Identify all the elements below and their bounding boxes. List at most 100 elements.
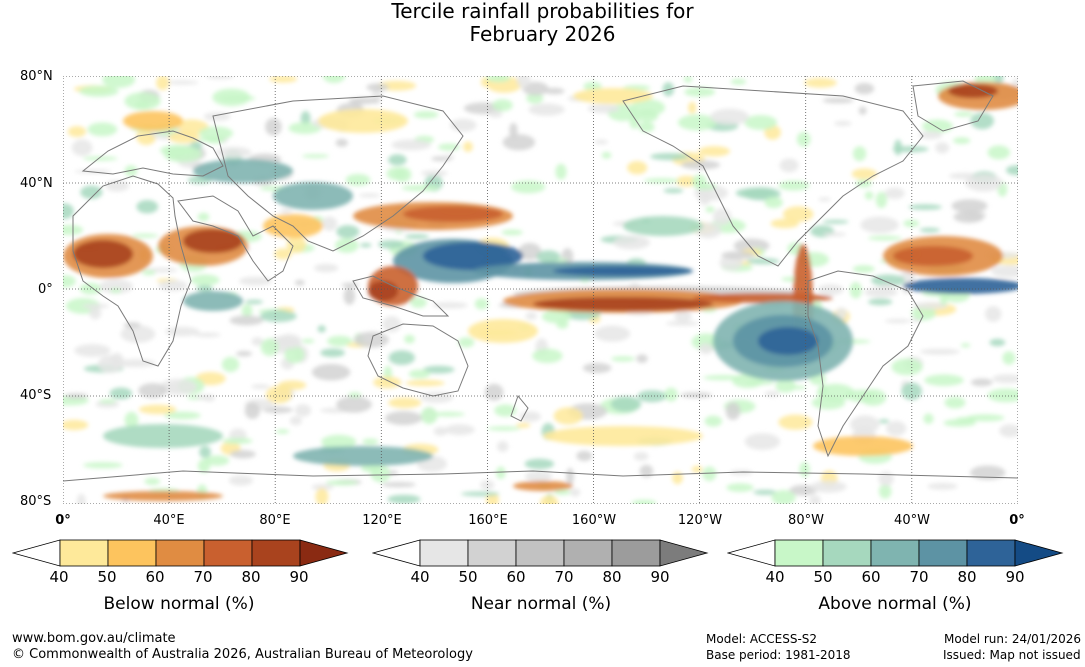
shading-patch — [335, 238, 359, 253]
lon-label-0-right: 0° — [1009, 513, 1025, 528]
map-canvas — [50, 68, 1030, 511]
shading-patch — [892, 146, 929, 153]
shading-patch — [796, 131, 811, 147]
shading-patch — [680, 392, 713, 398]
shading-patch — [99, 279, 133, 294]
shading-patch — [858, 106, 867, 115]
shading-patch — [677, 114, 717, 131]
shading-patch — [294, 404, 312, 417]
shading-patch — [260, 338, 279, 357]
shading-patch — [627, 161, 648, 175]
shading-patch — [913, 301, 949, 310]
shading-patch — [494, 404, 517, 417]
shading-patch — [854, 82, 875, 95]
probability-map — [50, 68, 1030, 511]
shading-patch — [433, 426, 448, 436]
colorbar-swatch — [774, 539, 824, 567]
shading-patch — [725, 402, 741, 420]
lon-label-0-left: 0° — [55, 513, 71, 528]
shading-patch — [441, 154, 455, 159]
shading-patch — [300, 111, 311, 126]
shading-patch — [83, 156, 118, 161]
shading-patch — [702, 466, 717, 482]
shading-patch — [401, 185, 440, 192]
shading-patch — [970, 112, 994, 130]
shading-patch — [878, 471, 894, 487]
colorbar-swatch — [918, 539, 968, 567]
shading-patch — [684, 87, 716, 97]
shading-patch — [460, 491, 500, 497]
shading-patch — [1002, 351, 1016, 365]
shading-patch — [744, 433, 781, 450]
footer-model-run: Model run: 24/01/2026 — [944, 632, 1082, 646]
shading-patch — [868, 298, 893, 306]
shading-patch — [221, 356, 240, 373]
shading-patch — [911, 305, 936, 321]
shading-patch — [970, 378, 993, 387]
shading-patch — [710, 108, 749, 125]
shading-feature — [123, 111, 183, 131]
lat-label-40n: 40°N — [20, 176, 53, 191]
shading-feature — [103, 491, 223, 501]
shading-feature — [468, 319, 538, 343]
map-title: Tercile rainfall probabilities for Febru… — [0, 0, 1085, 46]
colorbar-swatch — [59, 539, 109, 567]
colorbar-swatch — [870, 539, 920, 567]
shading-patch — [89, 306, 102, 320]
shading-patch — [141, 270, 156, 276]
shading-patch — [511, 180, 546, 194]
shading-patch — [903, 219, 920, 228]
shading-patch — [721, 251, 756, 260]
shading-patch — [570, 488, 581, 497]
tick-below-40: 40 — [49, 568, 69, 586]
tick-near-90: 90 — [650, 568, 670, 586]
shading-patch — [388, 470, 399, 475]
shading-patch — [778, 414, 813, 430]
shading-patch — [294, 279, 305, 286]
shading-patch — [487, 426, 521, 431]
shading-patch — [650, 153, 689, 161]
shading-patch — [764, 390, 780, 397]
shading-patch — [269, 75, 298, 83]
colorbar-swatch — [419, 539, 469, 567]
shading-patch — [196, 285, 213, 292]
shading-patch — [199, 136, 220, 142]
shading-patch — [688, 101, 697, 114]
shading-patch — [378, 240, 405, 249]
shading-patch — [664, 387, 678, 402]
shading-patch — [633, 452, 649, 461]
shading-patch — [98, 355, 123, 373]
shading-patch — [354, 331, 389, 348]
tick-near-80: 80 — [602, 568, 622, 586]
shading-patch — [871, 274, 906, 287]
shading-patch — [924, 374, 964, 387]
shading-patch — [522, 81, 549, 96]
shading-feature — [758, 327, 818, 355]
shading-patch — [480, 480, 495, 490]
colorbar-arrow-high — [659, 539, 709, 567]
shading-patch — [388, 350, 415, 366]
shading-patch — [474, 298, 489, 310]
shading-patch — [413, 111, 439, 119]
shading-patch — [822, 219, 849, 224]
shading-patch — [672, 471, 683, 485]
shading-feature — [573, 88, 653, 104]
shading-patch — [83, 462, 123, 469]
shading-patch — [908, 204, 942, 210]
colorbar-swatch — [467, 539, 517, 567]
shading-patch — [284, 346, 305, 364]
shading-patch — [235, 350, 253, 357]
shading-patch — [105, 180, 130, 192]
shading-patch — [275, 429, 290, 434]
lon-label-160e: 160°E — [468, 513, 508, 528]
colorbar-above-normal — [727, 539, 1064, 567]
shading-patch — [864, 191, 874, 200]
colorbar-swatch — [515, 539, 565, 567]
lat-label-80s: 80°S — [20, 494, 52, 509]
shading-patch — [674, 310, 692, 322]
colorbar-swatch — [107, 539, 157, 567]
shading-patch — [544, 87, 565, 95]
shading-patch — [851, 168, 878, 180]
shading-patch — [60, 419, 89, 431]
shading-patch — [431, 302, 468, 309]
